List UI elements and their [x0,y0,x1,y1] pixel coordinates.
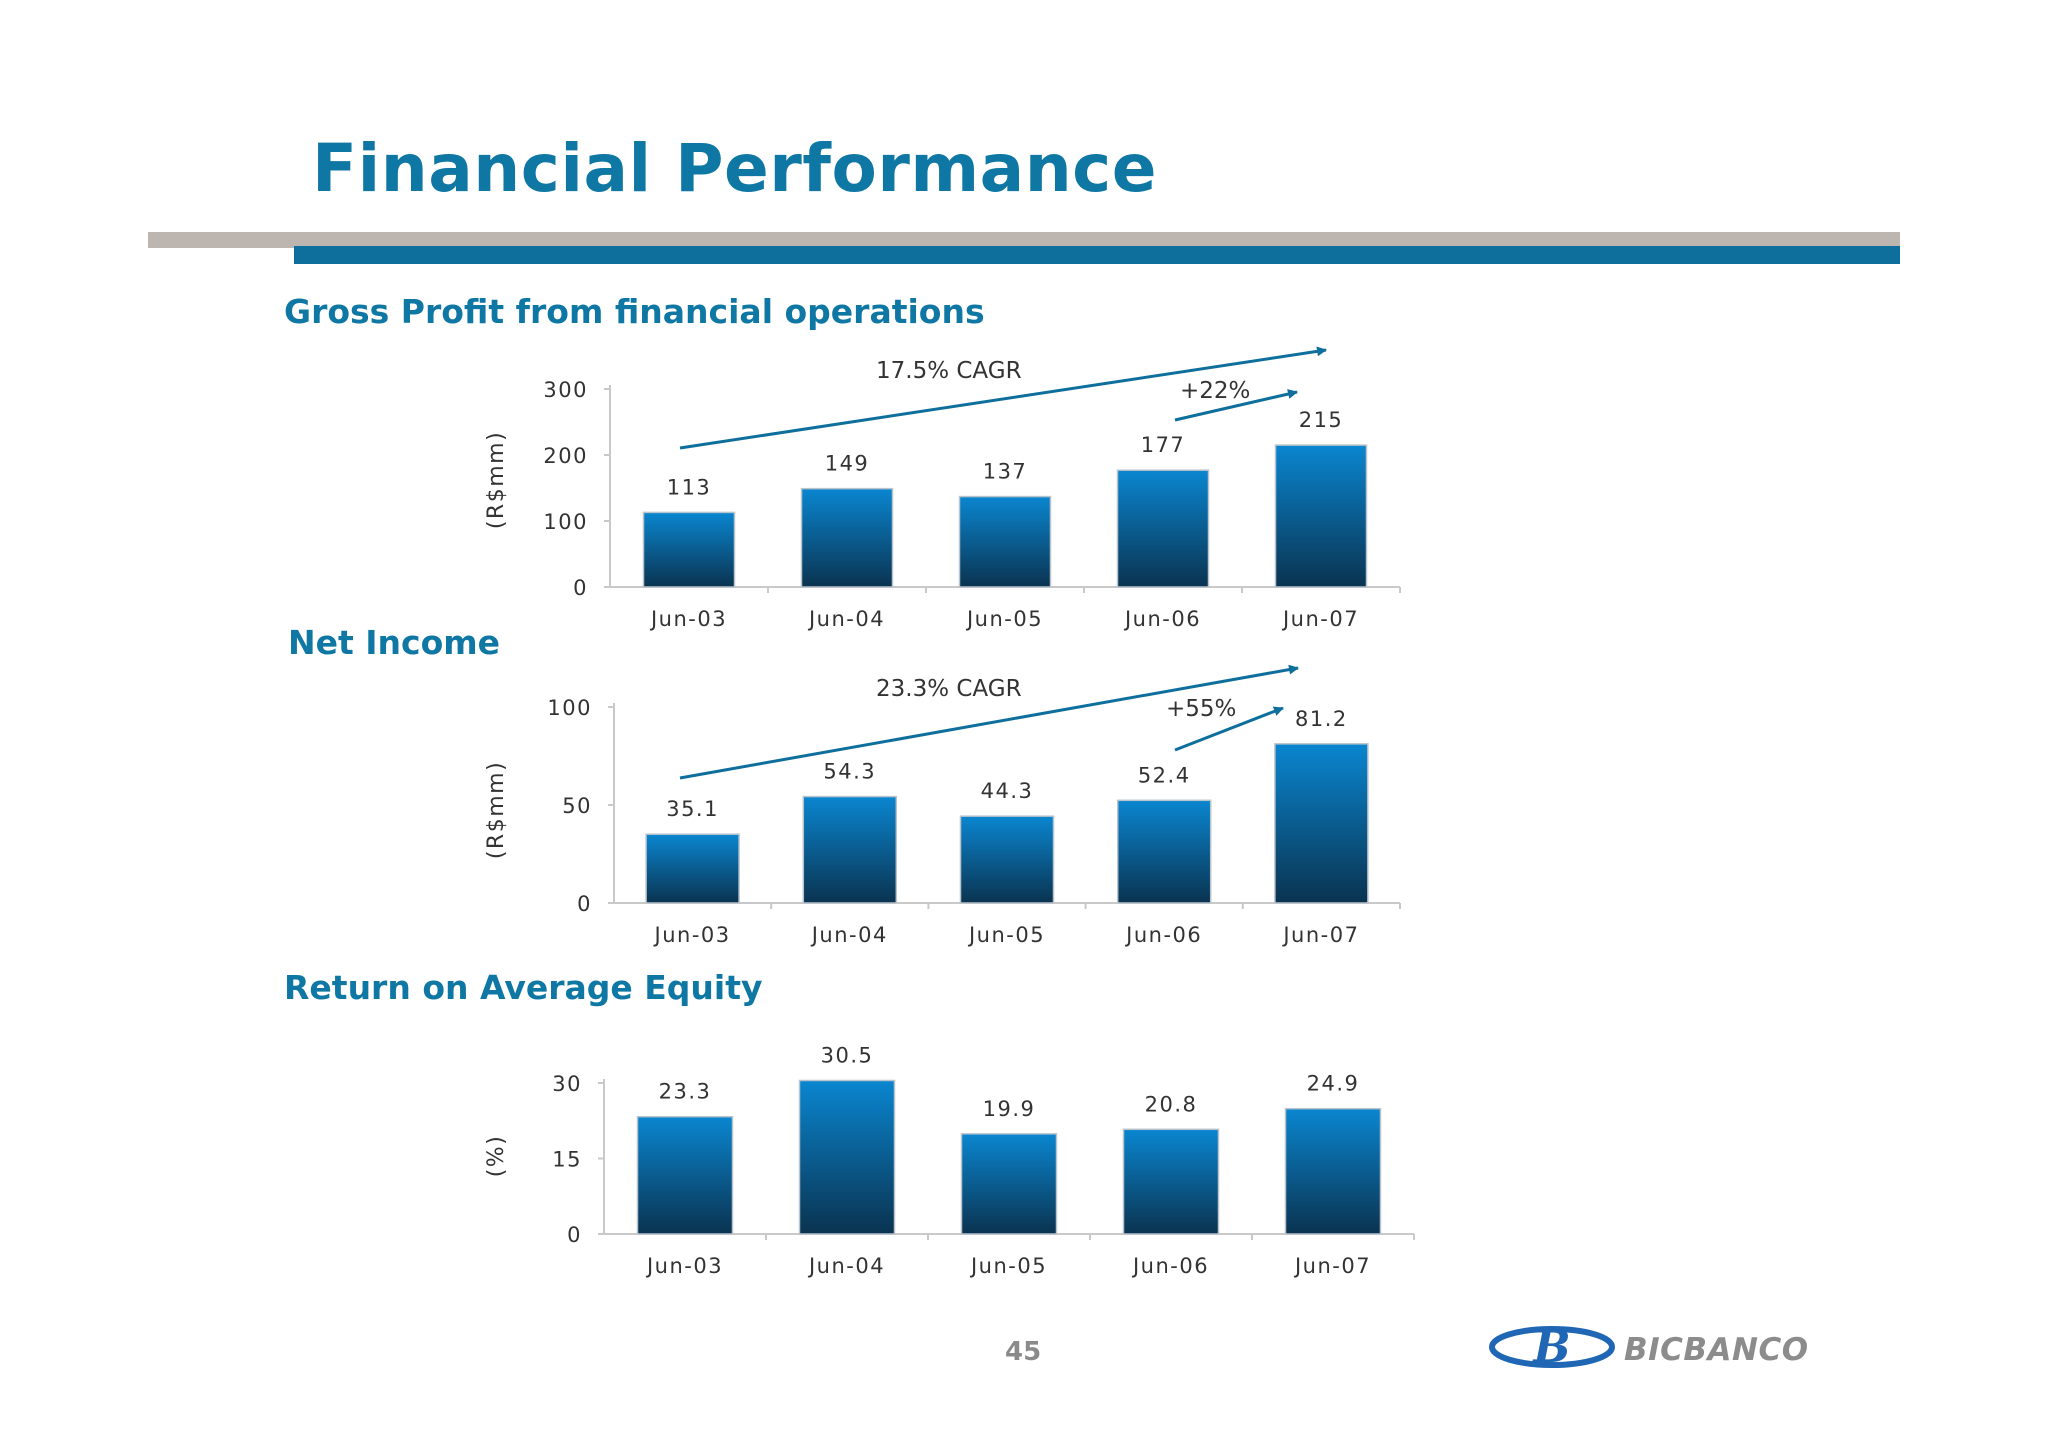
cagr-arrow-net-income [679,664,1299,780]
gross-profit-data-label: 149 [825,452,870,476]
roae-y-tick-label: 0 [567,1223,582,1247]
gross-profit-data-label: 113 [667,475,712,499]
net-income-bar-jun-03 [645,833,740,904]
growth-arrow-gross-profit [1174,389,1298,422]
section-title-gross-profit: Gross Profit from financial operations [284,292,985,331]
cagr-label-net-income: 23.3% CAGR [876,676,1022,702]
net-income-y-axis-label: (R$mm) [484,761,509,859]
gross-profit-y-tick-label: 0 [573,576,588,600]
net-income-data-label: 35.1 [666,797,719,821]
gross-profit-category-label: Jun-07 [1281,607,1359,631]
gross-profit-bar-jun-05 [958,495,1052,588]
roae-bar-jun-05 [960,1133,1058,1235]
section-title-roae: Return on Average Equity [284,968,763,1007]
net-income-annotations: 23.3% CAGR +55% [679,664,1299,780]
roae-y-tick-label: 30 [552,1072,582,1096]
roae-bar-jun-07 [1284,1107,1382,1235]
roae-category-label: Jun-04 [807,1254,885,1278]
net-income-bar-jun-04 [802,795,898,904]
gross-profit-data-label: 177 [1141,433,1186,457]
net-income-y-tick-label: 0 [577,892,592,916]
gross-profit-y-axis-label: (R$mm) [484,431,509,529]
logo-ring [1489,1326,1615,1368]
roae-data-label: 30.5 [821,1043,874,1067]
net-income-y-tick-label: 50 [562,794,592,818]
growth-arrow-net-income [1174,706,1284,752]
header-divider-grey [148,232,1900,248]
roae-bar-jun-04 [798,1079,896,1235]
gross-profit-data-label: 215 [1299,408,1344,432]
page-title: Financial Performance [312,130,1158,207]
gross-profit-category-label: Jun-05 [965,607,1043,631]
net-income-category-label: Jun-05 [967,923,1045,947]
net-income-y-tick-label: 100 [547,696,592,720]
growth-label-net-income: +55% [1166,696,1236,722]
bicbanco-logo: B BICBANCO [1489,1322,1809,1372]
roae-category-label: Jun-05 [969,1254,1047,1278]
section-title-net-income: Net Income [288,623,501,662]
gross-profit-category-label: Jun-03 [649,607,727,631]
header-divider-blue [294,246,1900,264]
net-income-category-label: Jun-07 [1281,923,1359,947]
net-income-bar-jun-05 [959,815,1055,904]
roae-y-axis-label: (%) [484,1135,509,1178]
net-income-bar-jun-07 [1274,743,1369,904]
roae-category-label: Jun-03 [645,1254,723,1278]
gross-profit-category-label: Jun-04 [807,607,885,631]
gross-profit-y-tick-label: 300 [543,378,588,402]
gross-profit-annotations: 17.5% CAGR +22% [679,346,1327,450]
net-income-data-label: 52.4 [1138,763,1191,787]
gross-profit-bar-jun-07 [1274,444,1368,588]
logo-mark: B [1531,1322,1570,1372]
gross-profit-y-tick-label: 100 [543,510,588,534]
roae-data-label: 19.9 [983,1097,1036,1121]
roae-bar-jun-03 [636,1115,734,1235]
roae-data-label: 24.9 [1307,1072,1360,1096]
roae-bar-jun-06 [1122,1128,1220,1235]
logo-wordmark: BICBANCO [1624,1332,1809,1368]
page-number: 45 [1005,1337,1042,1367]
gross-profit-category-label: Jun-06 [1123,607,1201,631]
gross-profit-data-label: 137 [983,460,1028,484]
cagr-label-gross-profit: 17.5% CAGR [876,358,1022,384]
net-income-category-label: Jun-03 [653,923,731,947]
gross-profit-y-tick-label: 200 [543,444,588,468]
gross-profit-bar-jun-03 [642,511,736,588]
net-income-category-label: Jun-04 [810,923,888,947]
roae-data-label: 23.3 [659,1080,712,1104]
net-income-data-label: 44.3 [981,779,1034,803]
net-income-data-label: 81.2 [1295,707,1348,731]
cagr-arrow-gross-profit [679,346,1327,450]
roae-y-tick-label: 15 [552,1148,582,1172]
gross-profit-bar-jun-04 [800,487,894,588]
roae-data-label: 20.8 [1145,1092,1198,1116]
roae-category-label: Jun-06 [1131,1254,1209,1278]
gross-profit-bar-jun-06 [1116,469,1210,588]
net-income-category-label: Jun-06 [1124,923,1202,947]
roae-category-label: Jun-07 [1293,1254,1371,1278]
net-income-bar-jun-06 [1116,799,1212,904]
growth-label-gross-profit: +22% [1180,378,1250,404]
net-income-data-label: 54.3 [823,760,876,784]
